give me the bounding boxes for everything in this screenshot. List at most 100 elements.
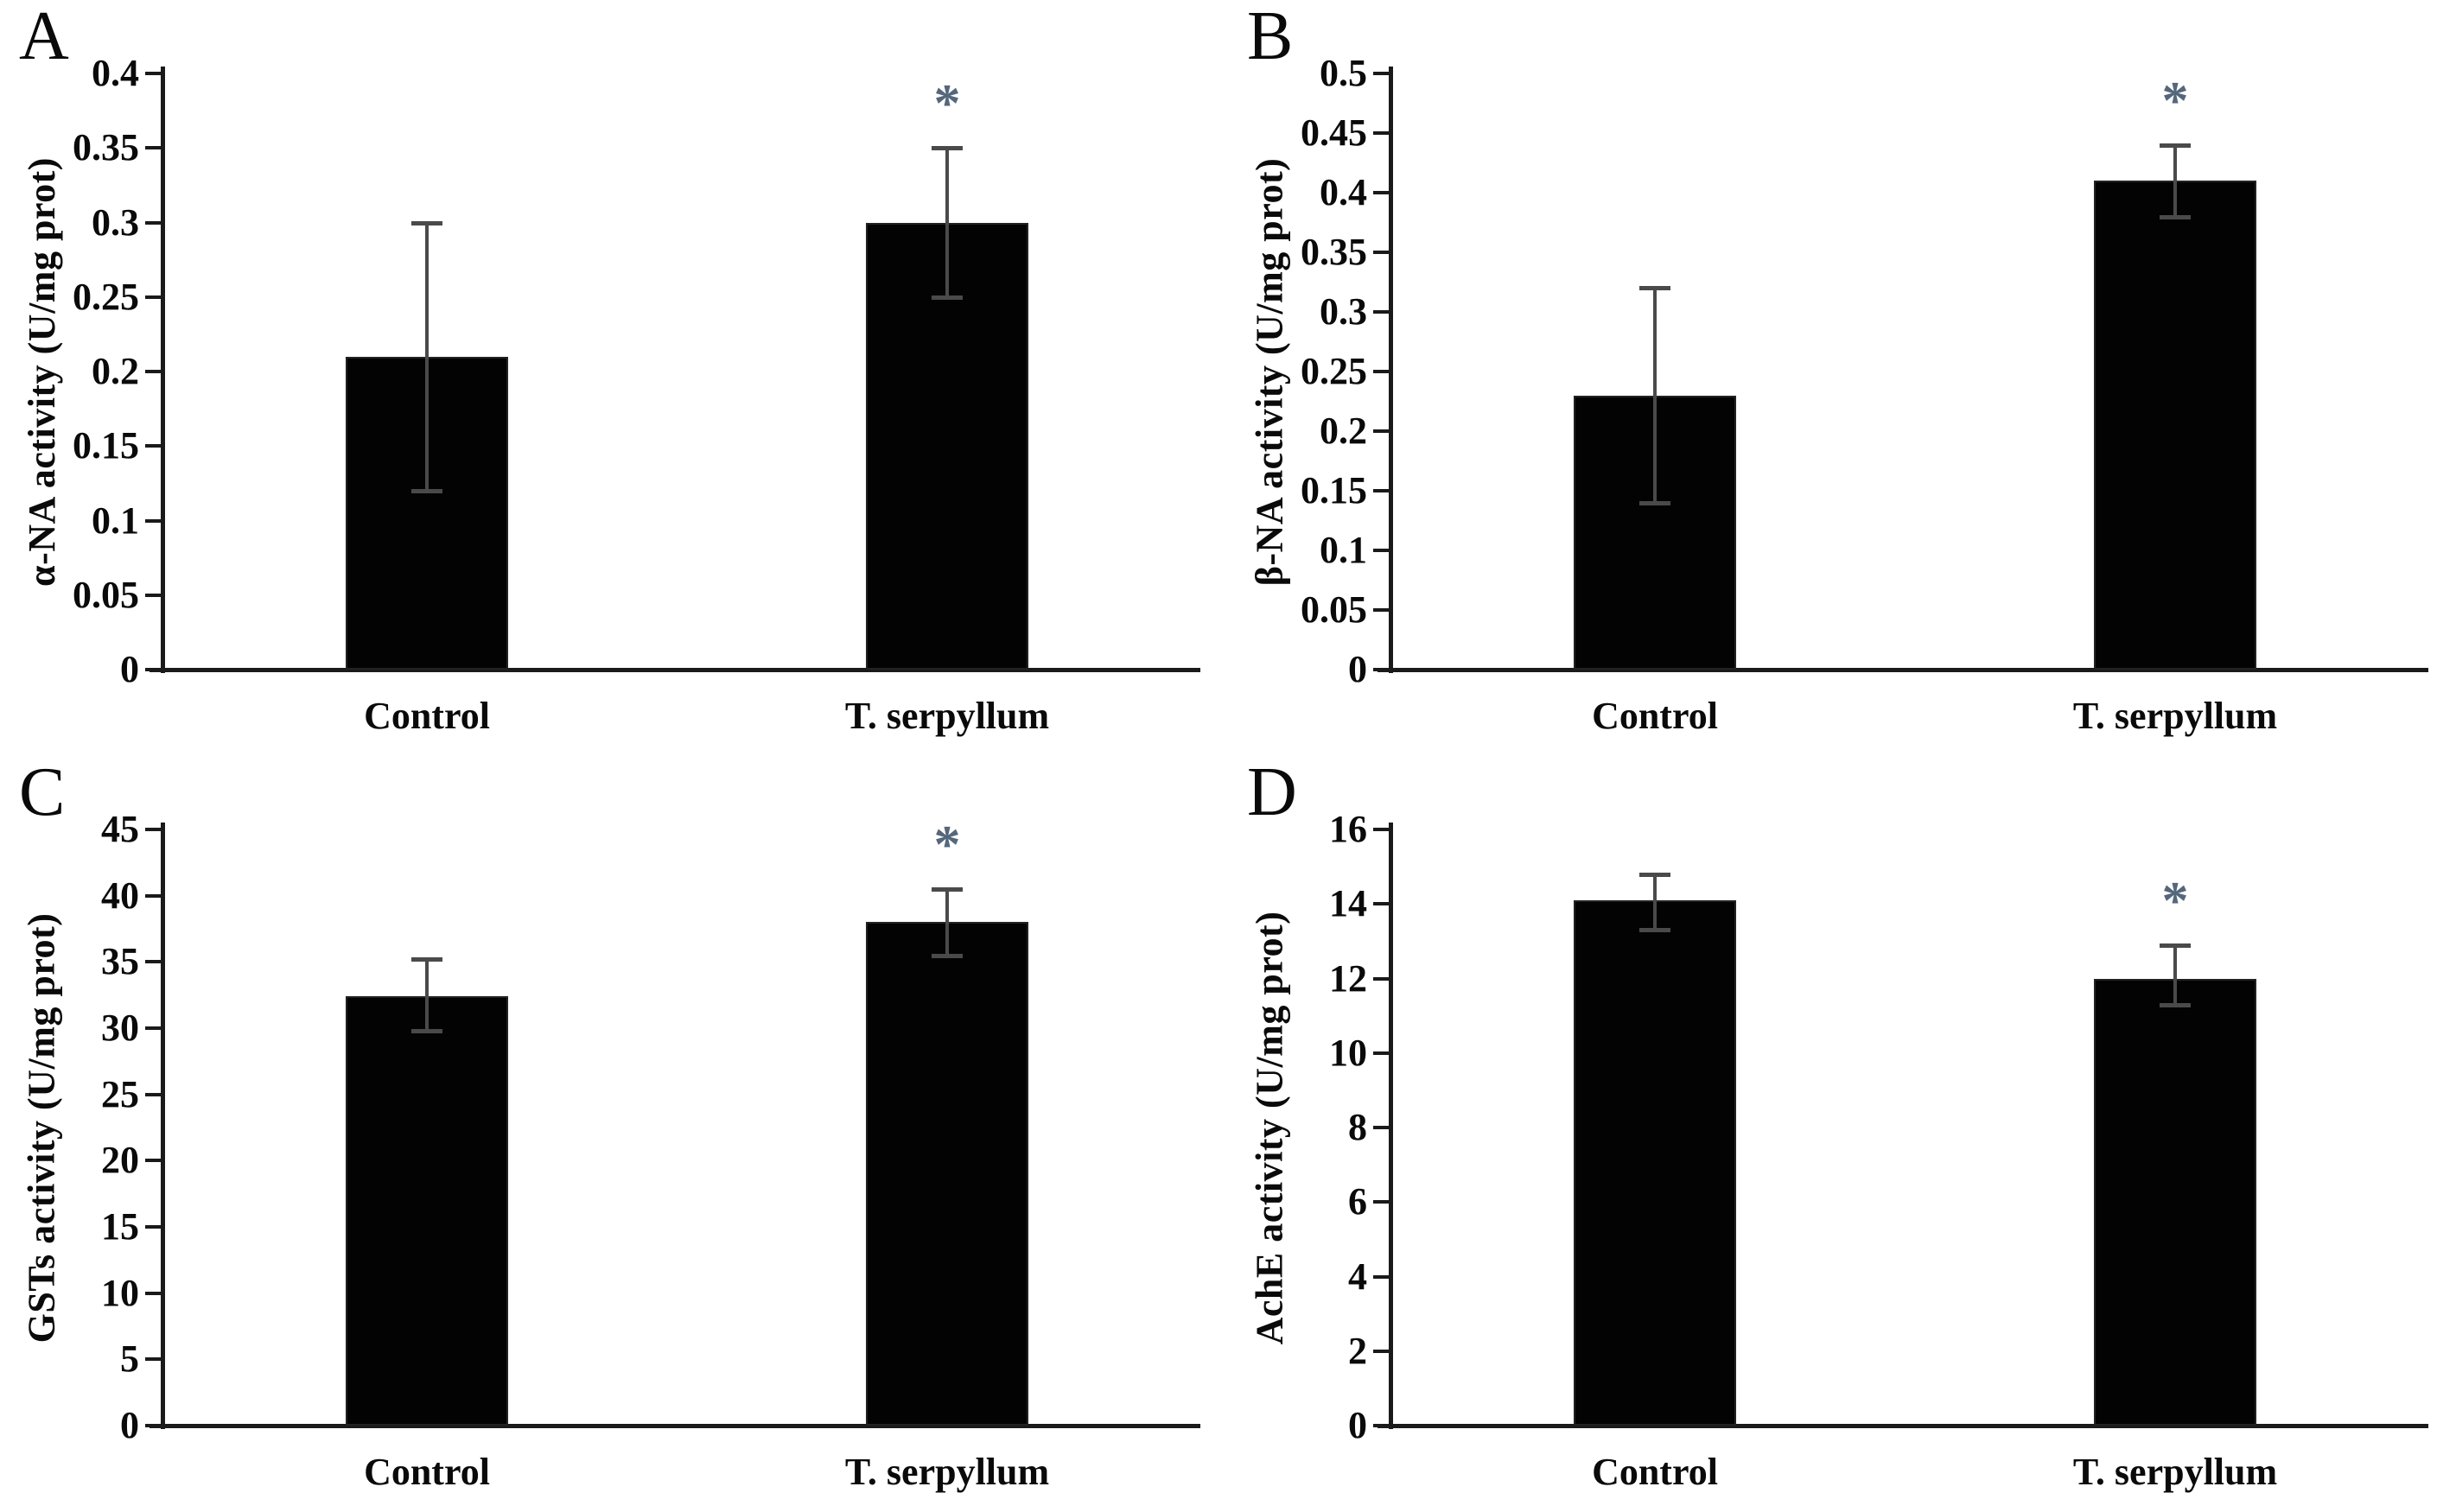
error-bar-cap-bottom: [1639, 928, 1670, 933]
error-bar-cap-top: [1639, 872, 1670, 877]
y-tick-mark: [1373, 251, 1393, 254]
x-category-label: Control: [364, 1451, 490, 1493]
y-tick-label: 0: [120, 648, 139, 690]
error-bar-cap-bottom: [2160, 214, 2191, 219]
y-tick-label: 0.1: [92, 499, 139, 542]
plot-area-a: 0 0.05 0.1 0.15 0.2 0.25 0.3 0.35 0.4 Control * T. …: [73, 52, 1200, 737]
error-bar-cap-bottom: [2160, 1002, 2191, 1007]
panel-b: B β-NA activity (U/mg prot) 0 0.05 0.1 0.15…: [1228, 0, 2456, 756]
y-tick-mark: [1373, 1274, 1393, 1279]
y-tick-label: 15: [101, 1205, 139, 1248]
y-tick-mark: [1373, 1051, 1393, 1055]
bar-control: [346, 996, 508, 1426]
y-tick-mark: [145, 1225, 165, 1229]
y-tick-mark: [145, 370, 165, 373]
error-bar-cap-top: [932, 887, 963, 892]
panel-letter-c: C: [19, 754, 66, 830]
error-bar-cap-bottom: [1639, 500, 1670, 505]
y-tick-mark: [145, 1092, 165, 1096]
y-tick-label: 0.05: [73, 573, 139, 616]
x-axis-line: [150, 1424, 1200, 1428]
y-tick-mark: [145, 146, 165, 150]
y-tick-mark: [1373, 902, 1393, 906]
error-bar-cap-top: [932, 146, 963, 151]
y-tick-label: 0.1: [1320, 529, 1367, 571]
y-tick-mark: [1373, 1126, 1393, 1129]
x-category-label: Control: [1592, 1451, 1718, 1493]
bar-t-serpyllum: [2094, 181, 2256, 670]
y-tick-mark: [1373, 668, 1393, 671]
significance-asterisk: *: [933, 74, 961, 134]
y-tick-mark: [1373, 1424, 1393, 1427]
y-tick-label: 0.15: [73, 424, 139, 467]
y-tick-mark: [1373, 191, 1393, 194]
plot-area-c: 0 5 10 15 20 25 30 35 40 45 Control * T. serpyllum: [101, 808, 1200, 1493]
y-tick-label: 30: [101, 1007, 139, 1049]
y-tick-label: 16: [1329, 808, 1367, 850]
y-tick-mark: [1373, 1200, 1393, 1204]
y-tick-label: 0.15: [1301, 469, 1367, 511]
panel-letter-d: D: [1247, 754, 1297, 830]
y-tick-label: 0: [1348, 648, 1367, 690]
y-tick-mark: [1373, 549, 1393, 552]
x-axis-line: [150, 668, 1200, 672]
y-tick-label: 0.4: [92, 52, 139, 94]
significance-asterisk: *: [2161, 71, 2189, 130]
y-tick-mark: [145, 444, 165, 448]
significance-asterisk: *: [933, 816, 961, 874]
y-tick-label: 0.4: [1320, 171, 1367, 213]
y-tick-mark: [145, 295, 165, 299]
y-tick-mark: [1373, 608, 1393, 612]
y-tick-mark: [145, 1424, 165, 1427]
y-tick-mark: [1373, 370, 1393, 373]
y-tick-label: 25: [101, 1072, 139, 1115]
x-axis-line: [1378, 1424, 2428, 1428]
panel-letter-b: B: [1247, 0, 1294, 74]
error-bar-cap-top: [411, 957, 442, 962]
error-bar-cap-bottom: [932, 295, 963, 300]
y-tick-mark: [145, 518, 165, 523]
error-bar-line: [1653, 874, 1657, 931]
y-tick-label: 0.25: [1301, 350, 1367, 392]
y-tick-label: 0.5: [1320, 52, 1367, 94]
error-bar-cap-bottom: [411, 489, 442, 493]
y-tick-label: 0.3: [92, 200, 139, 244]
y-tick-mark: [145, 828, 165, 831]
y-tick-mark: [145, 1291, 165, 1295]
error-bar-line: [425, 959, 429, 1032]
error-bar-line: [2173, 144, 2177, 217]
error-bar-cap-top: [1639, 286, 1670, 291]
y-tick-mark: [1373, 310, 1393, 314]
y-tick-mark: [145, 72, 165, 75]
error-bar-line: [945, 889, 949, 956]
error-bar-cap-top: [2160, 943, 2191, 948]
y-tick-label: 0.45: [1301, 111, 1367, 154]
y-tick-mark: [145, 1159, 165, 1163]
y-tick-label: 5: [120, 1337, 139, 1381]
panel-c: C GSTs activity (U/mg prot) 0 5 10 15 20 25 30…: [0, 756, 1228, 1512]
x-category-label: Control: [1592, 695, 1718, 737]
x-category-label: T. serpyllum: [844, 695, 1050, 737]
panel-d: D AchE activity (U/mg prot) 0 2 4 6 8 10 12 14 1…: [1228, 756, 2456, 1512]
y-tick-label: 0.35: [73, 126, 139, 169]
y-tick-mark: [145, 960, 165, 964]
y-tick-mark: [1373, 828, 1393, 831]
y-tick-mark: [1373, 976, 1393, 981]
y-axis-line: [161, 823, 165, 1429]
x-category-label: T. serpyllum: [2072, 1451, 2278, 1493]
error-bar-line: [945, 148, 949, 297]
y-tick-label: 0.25: [73, 275, 139, 318]
y-tick-label: 4: [1348, 1255, 1367, 1298]
y-tick-mark: [145, 1026, 165, 1030]
y-tick-mark: [1373, 131, 1393, 135]
plot-area-b: 0 0.05 0.1 0.15 0.2 0.25 0.3 0.35 0.4 0.45 0.5 Cont…: [1301, 52, 2428, 737]
y-tick-mark: [145, 593, 165, 597]
significance-asterisk: *: [2161, 871, 2189, 931]
y-tick-mark: [145, 1357, 165, 1362]
error-bar-cap-top: [411, 220, 442, 226]
y-tick-label: 6: [1348, 1180, 1367, 1223]
y-tick-mark: [1373, 72, 1393, 75]
y-tick-label: 12: [1329, 956, 1367, 1000]
bar-t-serpyllum: [2094, 978, 2256, 1426]
